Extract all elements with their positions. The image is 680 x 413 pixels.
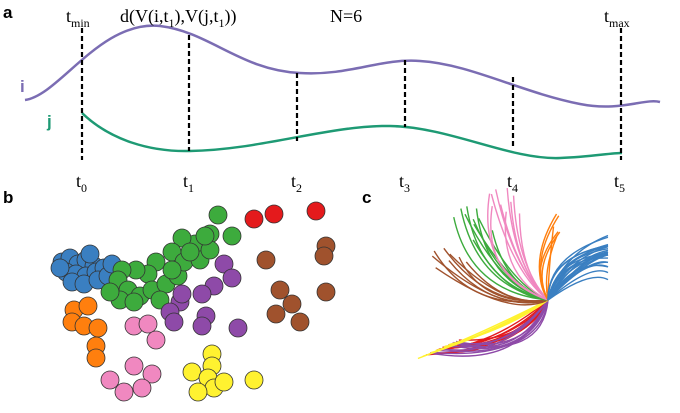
n-label: N=6: [330, 6, 362, 26]
cluster-point-brown: [270, 280, 290, 300]
trajectory-blue: [547, 261, 609, 301]
cluster-point-red: [264, 204, 284, 224]
cluster-point-pink: [100, 370, 120, 390]
trajectory-blue: [547, 234, 609, 301]
cluster-point-brown: [316, 282, 336, 302]
tick-label-0: t0: [76, 171, 87, 195]
cluster-scatter: [50, 201, 336, 402]
cluster-point-red: [306, 201, 326, 221]
cluster-point-orange: [86, 348, 106, 368]
cluster-point-pink: [146, 330, 166, 350]
cluster-point-pink: [138, 314, 158, 334]
panel-c-letter: c: [362, 188, 371, 207]
cluster-point-red: [244, 209, 264, 229]
curve-j: [81, 112, 623, 160]
tick-label-1: t1: [183, 171, 194, 195]
trajectory-pink: [490, 206, 549, 301]
distance-formula: d(V(i,t1),V(j,t1)): [120, 6, 237, 30]
trajectory-brown: [435, 267, 549, 306]
cluster-point-pink: [142, 364, 162, 384]
cluster-point-purple: [192, 316, 212, 336]
trajectory-pink: [504, 211, 549, 301]
tick-label-3: t3: [399, 171, 410, 195]
trajectory-blue: [547, 270, 609, 301]
tick-label-4: t4: [507, 171, 518, 195]
cluster-point-brown: [256, 250, 276, 270]
cluster-point-orange: [78, 296, 98, 316]
cluster-point-purple: [164, 312, 184, 332]
trajectory-green: [466, 206, 549, 301]
trajectory-purple: [453, 299, 549, 345]
cluster-point-brown: [266, 304, 286, 324]
curve-i-label: i: [20, 77, 25, 96]
cluster-point-pink: [124, 356, 144, 376]
cluster-point-orange: [88, 318, 108, 338]
trajectory-blue: [547, 246, 609, 301]
cluster-point-green: [124, 292, 144, 312]
cluster-point-green: [162, 260, 182, 280]
trajectory-orange: [539, 231, 559, 301]
trajectory-purple: [447, 299, 549, 350]
trajectory-brown: [433, 250, 549, 303]
curve-i: [24, 24, 661, 108]
cluster-point-brown: [314, 246, 334, 266]
trajectory-blue: [547, 244, 609, 301]
cluster-point-brown: [290, 312, 310, 332]
cluster-point-pink: [114, 382, 134, 402]
cluster-point-purple: [228, 318, 248, 338]
cluster-point-green: [172, 228, 192, 248]
cluster-point-brown: [282, 294, 302, 314]
curve-j-label: j: [46, 112, 52, 131]
cluster-point-green: [180, 242, 200, 262]
cluster-point-blue: [80, 244, 100, 264]
cluster-point-yellow: [244, 370, 264, 390]
cluster-point-purple: [172, 284, 192, 304]
trajectory-bundle: [417, 188, 609, 360]
cluster-point-blue: [50, 258, 70, 278]
panel-b-letter: b: [3, 188, 13, 207]
cluster-point-green: [208, 205, 228, 225]
trajectory-blue: [547, 276, 609, 301]
t-max-label: tmax: [604, 6, 630, 30]
tick-label-5: t5: [614, 171, 625, 195]
trajectory-green: [453, 216, 549, 301]
panel-a-letter: a: [3, 3, 13, 22]
trajectory-purple: [451, 299, 549, 348]
cluster-point-purple: [214, 254, 234, 274]
t-min-label: tmin: [66, 6, 90, 30]
cluster-point-yellow: [182, 362, 202, 382]
tick-labels: t0 t1 t2 t3 t4 t5: [76, 171, 625, 195]
cluster-point-green: [222, 226, 242, 246]
cluster-point-yellow: [214, 372, 234, 392]
cluster-point-pink: [132, 378, 152, 398]
trajectory-yellow: [443, 299, 549, 348]
trajectory-yellow: [422, 299, 549, 357]
cluster-point-purple: [192, 284, 212, 304]
time-dividers: [80, 28, 623, 160]
cluster-point-green: [100, 282, 120, 302]
trajectory-orange: [545, 235, 558, 301]
cluster-point-yellow: [188, 382, 208, 402]
tick-label-2: t2: [291, 171, 302, 195]
cluster-point-green: [195, 226, 215, 246]
trajectory-pink: [495, 189, 549, 301]
cluster-point-purple: [222, 268, 242, 288]
